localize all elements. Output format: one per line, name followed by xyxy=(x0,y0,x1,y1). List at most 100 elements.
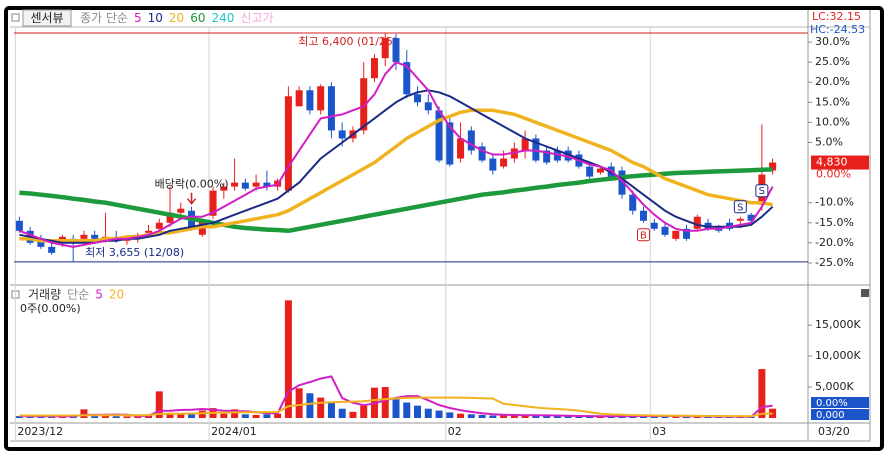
candle-body xyxy=(726,222,734,229)
y-tick-label: 10,000K xyxy=(815,349,861,362)
volume-change-box xyxy=(811,397,869,408)
volume-bar xyxy=(48,416,56,418)
volume-bar xyxy=(553,416,561,418)
legend-item: 단순 xyxy=(67,288,89,302)
y-tick-label: 30.0% xyxy=(815,35,850,48)
event-arrow xyxy=(186,192,197,205)
candle-body xyxy=(769,162,777,171)
y-tick-label: 25.0% xyxy=(815,55,850,68)
candle-body xyxy=(618,170,626,195)
panel-icon xyxy=(11,13,20,22)
candle-body xyxy=(80,234,88,239)
candle-body xyxy=(15,220,23,231)
candle-body xyxy=(220,186,228,191)
volume-bar xyxy=(575,416,583,418)
candle-body xyxy=(166,212,174,223)
volume-bar xyxy=(360,405,368,418)
x-tick-label: 2023/12 xyxy=(17,425,63,438)
candle-body xyxy=(360,78,368,131)
volume-bar xyxy=(263,414,271,418)
volume-bar xyxy=(596,416,604,418)
candle-body xyxy=(736,218,744,221)
volume-bar xyxy=(198,410,206,418)
candle-body xyxy=(306,90,314,111)
volume-bar xyxy=(478,414,486,418)
candle-body xyxy=(177,208,185,213)
high-label: 최고 6,400 (01/25) xyxy=(298,35,397,48)
candle-body xyxy=(435,110,443,161)
volume-bar xyxy=(101,415,109,418)
volume-bar xyxy=(683,416,691,418)
candle-body xyxy=(467,130,475,151)
view-button[interactable] xyxy=(22,9,72,27)
y-tick-label: 15.0% xyxy=(815,95,850,108)
candle-body xyxy=(478,146,486,161)
legend-item: 20 xyxy=(109,288,124,302)
y-tick-label: -15.0% xyxy=(815,216,854,229)
y-tick-label: -25.0% xyxy=(815,256,854,269)
volume-bar xyxy=(241,414,249,418)
candle-body xyxy=(500,158,508,167)
x-tick-label: 02 xyxy=(448,425,462,438)
candle-body xyxy=(747,214,755,221)
signal-box xyxy=(636,228,650,242)
volume-bar xyxy=(327,402,335,418)
signal-box xyxy=(733,200,747,214)
volume-bar xyxy=(500,415,508,418)
volume-bar xyxy=(112,416,120,418)
legend-item: 60 xyxy=(190,11,205,25)
candle-body xyxy=(252,182,260,187)
signal-label: S xyxy=(737,202,743,213)
low-label: 최저 3,655 (12/08) xyxy=(85,246,184,259)
volume-bar xyxy=(758,369,766,418)
volume-bar xyxy=(661,416,669,418)
volume-bar xyxy=(338,408,346,418)
volume-bar xyxy=(80,409,88,418)
volume-bar xyxy=(446,412,454,418)
volume-change: 0.00% xyxy=(816,398,848,409)
frame xyxy=(4,6,884,451)
signal-label: S xyxy=(759,186,765,197)
volume-bar xyxy=(435,410,443,418)
volume-bar xyxy=(543,415,551,418)
candle-body xyxy=(521,138,529,151)
view-button-label[interactable]: 센서뷰 xyxy=(30,11,63,25)
last-date-label: 03/20 xyxy=(818,425,850,438)
candle-body xyxy=(381,38,389,59)
collapse-icon[interactable] xyxy=(861,289,869,297)
volume-bar xyxy=(392,397,400,418)
candle-body xyxy=(403,62,411,95)
candle-body xyxy=(338,130,346,139)
candle-body xyxy=(543,150,551,163)
volume-value: 0,000 xyxy=(816,410,845,421)
volume-bar xyxy=(306,393,314,418)
current-price-box xyxy=(811,155,869,170)
candle-body xyxy=(650,222,658,229)
volume-bar xyxy=(188,414,196,418)
volume-bar xyxy=(521,414,529,418)
candle-body xyxy=(489,158,497,171)
candle-body xyxy=(596,168,604,173)
legend-item: 20 xyxy=(169,11,184,25)
hc-label: HC:-24.53 xyxy=(810,23,865,36)
volume-value-box xyxy=(811,409,869,420)
legend-item: 종가 단순 xyxy=(80,11,128,25)
volume-bar xyxy=(274,413,282,418)
volume-bar xyxy=(220,413,228,418)
position-label: 0주(0.00%) xyxy=(20,302,81,315)
y-tick-label: 15,000K xyxy=(815,318,861,331)
volume-bar xyxy=(381,387,389,418)
volume-bar xyxy=(467,414,475,418)
signal-label: B xyxy=(640,230,647,241)
candle-body xyxy=(661,226,669,235)
legend-item: 5 xyxy=(95,288,103,302)
x-tick-label: 03 xyxy=(652,425,666,438)
volume-bar xyxy=(564,416,572,418)
signal-box xyxy=(755,184,769,198)
volume-bar xyxy=(123,416,131,418)
current-change: 0.00% xyxy=(816,168,851,181)
candle-body xyxy=(295,90,303,107)
candle-body xyxy=(145,230,153,233)
